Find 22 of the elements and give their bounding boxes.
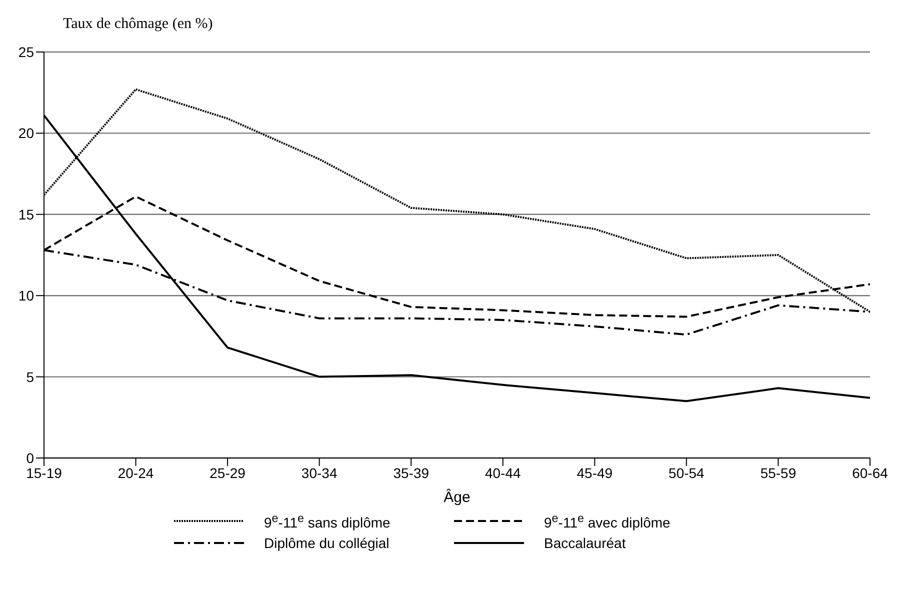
legend-label: 9$^{e}$-11$^{e}$ sans diplôme [264,512,390,531]
x-tick-label: 25-29 [210,464,246,481]
legend-label: Diplôme du collégial [264,534,390,551]
y-tick-label: 25 [18,44,34,60]
x-tick-label: 50-54 [668,464,705,481]
x-tick-label: 45-49 [576,464,613,481]
x-tick-label: 35-39 [393,464,430,481]
x-tick-label: 55-59 [760,464,796,481]
legend-label: Baccalauréat [544,534,626,551]
legend-label: 9$^{e}$-11$^{e}$ avec diplôme [544,512,670,531]
y-tick-label: 0 [26,450,34,466]
y-axis-title: Taux de chômage (en %) [63,16,213,32]
y-tick-label: 10 [18,288,34,304]
x-tick-label: 30-34 [301,464,338,481]
y-tick-label: 20 [18,125,34,142]
y-tick-label: 15 [18,206,34,222]
y-tick-label: 5 [26,368,34,385]
x-tick-label: 60-64 [852,464,888,481]
x-tick-label: 20-24 [118,464,154,481]
x-tick-label: 40-44 [484,464,522,481]
x-tick-label: 15-19 [26,464,62,481]
x-axis-title: Âge [444,488,470,506]
